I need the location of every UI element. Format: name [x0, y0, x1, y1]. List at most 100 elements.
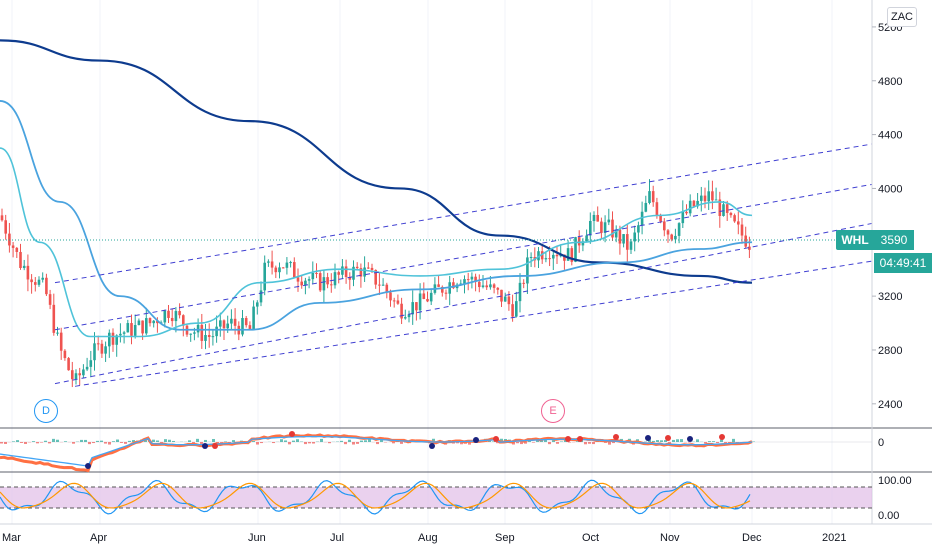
macd-bar	[368, 438, 371, 442]
candle-body	[700, 195, 703, 201]
macd-bar	[280, 439, 283, 442]
candle-body	[130, 323, 133, 336]
macd-bar	[592, 442, 595, 445]
macd-pane[interactable]	[0, 431, 872, 473]
candle-body	[500, 289, 503, 302]
price-tick: 2800	[878, 345, 902, 357]
macd-bar	[348, 439, 351, 442]
macd-bar	[36, 442, 39, 444]
candle-body	[666, 230, 670, 235]
macd-bar	[524, 442, 527, 444]
candle-body	[289, 262, 292, 264]
candle-body	[89, 360, 93, 367]
candle-body	[248, 325, 252, 330]
candle-body	[400, 303, 403, 319]
macd-bar	[32, 441, 35, 442]
price-pane[interactable]	[0, 39, 873, 388]
candle-body	[285, 262, 289, 268]
macd-bar	[252, 440, 255, 442]
candle-body	[352, 266, 355, 280]
price-tick: 4400	[878, 130, 902, 142]
symbol-label: WHL	[836, 230, 874, 250]
macd-bar	[232, 440, 235, 442]
macd-dot	[202, 443, 208, 449]
candle-body	[59, 332, 63, 351]
candle-body	[381, 284, 385, 286]
candle-body	[714, 199, 718, 201]
candle-body	[737, 221, 740, 225]
candle-body	[278, 267, 281, 273]
macd-bar	[16, 440, 19, 442]
macd-bar	[712, 441, 715, 442]
candle-body	[19, 251, 22, 269]
macd-bar	[200, 442, 203, 444]
macd-bar	[708, 441, 711, 442]
candle-body	[626, 234, 629, 250]
dividend-event-marker[interactable]: D	[34, 399, 58, 423]
macd-bar	[132, 440, 135, 442]
candle-body	[233, 318, 237, 326]
macd-bar	[356, 442, 359, 444]
macd-bar	[272, 442, 275, 444]
macd-dot	[473, 437, 479, 443]
macd-bar	[344, 442, 347, 445]
macd-bar	[320, 438, 323, 442]
time-tick: Mar	[2, 532, 21, 544]
candle-body	[111, 332, 115, 345]
candle-body	[85, 366, 89, 370]
candle-body	[215, 326, 218, 337]
candle-body	[518, 282, 522, 302]
candle-body	[74, 373, 78, 380]
macd-bar	[636, 439, 639, 442]
macd-bar	[556, 442, 559, 444]
candle-body	[263, 262, 266, 291]
candle-body	[30, 279, 33, 283]
macd-bar	[520, 442, 523, 445]
candle-body	[211, 336, 215, 338]
time-tick: Jun	[248, 532, 266, 544]
candle-body	[48, 294, 52, 305]
macd-bar	[80, 439, 83, 442]
macd-bar	[360, 440, 363, 442]
macd-bar	[288, 442, 291, 445]
earnings-event-marker[interactable]: E	[541, 399, 565, 423]
macd-bar	[716, 442, 719, 444]
candle-body	[470, 276, 474, 280]
macd-dot	[645, 435, 651, 441]
candle-body	[611, 219, 614, 238]
stochastic-pane[interactable]	[0, 479, 872, 515]
candle-body	[696, 200, 699, 207]
macd-bar	[12, 441, 15, 442]
candle-body	[170, 317, 174, 322]
macd-line	[0, 433, 753, 473]
macd-bar	[568, 442, 571, 443]
candle-body	[581, 241, 585, 246]
candle-body	[344, 266, 348, 277]
price-axis[interactable]: 52004800440040003600320028002400	[872, 22, 902, 411]
candle-body	[396, 300, 400, 304]
macd-bar	[536, 440, 539, 442]
candle-body	[459, 283, 463, 285]
macd-bar	[0, 442, 3, 444]
candle-body	[207, 335, 211, 338]
macd-bar	[20, 442, 23, 443]
time-tick: Apr	[90, 532, 107, 544]
macd-bar	[612, 442, 615, 444]
macd-bar	[212, 438, 215, 442]
time-tick: Oct	[582, 532, 599, 544]
candle-body	[230, 318, 233, 324]
macd-dot	[687, 436, 693, 442]
macd-bar	[656, 440, 659, 442]
candle-body	[537, 251, 540, 261]
candle-body	[156, 320, 159, 324]
candle-body	[385, 284, 389, 293]
macd-bar	[124, 442, 127, 444]
candle-body	[429, 292, 433, 302]
candle-body	[78, 373, 81, 376]
currency-badge[interactable]: ZAC	[887, 7, 917, 27]
candle-body	[614, 229, 618, 238]
macd-bar	[312, 442, 315, 444]
time-axis[interactable]: Mar Apr Jun Jul Aug Sep Oct Nov Dec 2021	[0, 523, 932, 544]
candle-body	[137, 320, 141, 326]
